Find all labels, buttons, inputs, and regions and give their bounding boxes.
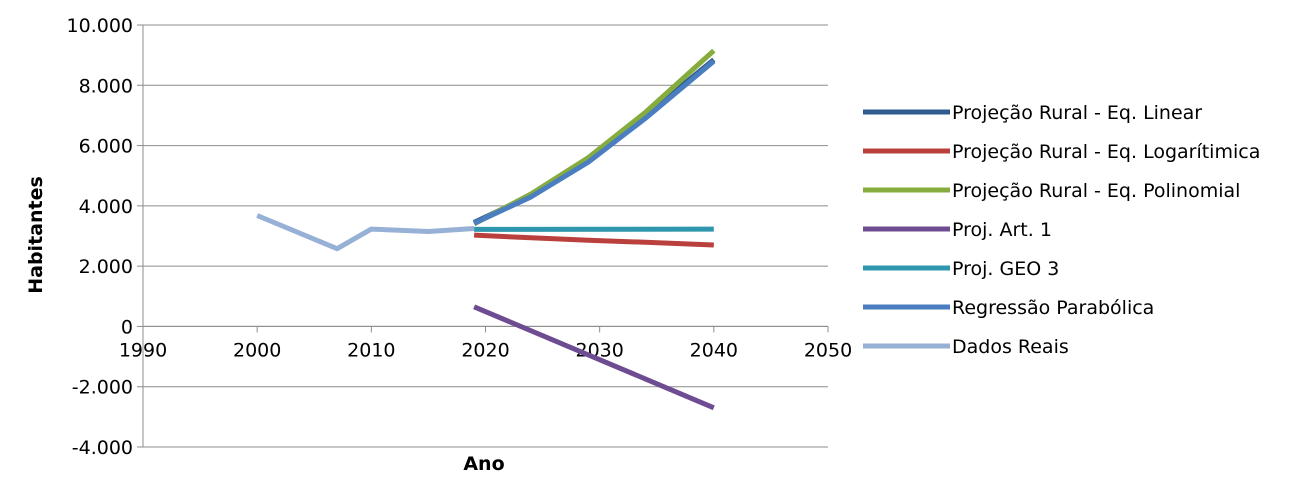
legend-item: Proj. Art. 1 xyxy=(863,219,1052,241)
series-line-7 xyxy=(256,213,475,252)
x-tick-label: 2050 xyxy=(804,339,852,361)
y-tick-labels: -4.000 -2.000 0 2.000 4.000 6.000 8.000 10.000 xyxy=(67,15,133,459)
series-line-4 xyxy=(473,304,715,411)
legend-item: Projeção Rural - Eq. Polinomial xyxy=(863,180,1240,202)
legend-label: Proj. GEO 3 xyxy=(952,258,1059,280)
legend-label: Regressão Parabólica xyxy=(952,297,1154,319)
series-line-2 xyxy=(473,232,714,248)
y-tick-label: 6.000 xyxy=(79,136,133,158)
legend-label: Dados Reais xyxy=(952,336,1069,358)
legend-item: Projeção Rural - Eq. Logarítimica xyxy=(863,141,1260,163)
y-tick-label: 10.000 xyxy=(67,15,133,37)
y-tick-label: -4.000 xyxy=(72,437,133,459)
axes xyxy=(137,24,829,448)
legend-item: Regressão Parabólica xyxy=(863,297,1154,319)
x-tick-label: 2020 xyxy=(461,339,509,361)
legend-label: Projeção Rural - Eq. Linear xyxy=(952,102,1202,124)
y-axis-title: Habitantes xyxy=(25,176,47,294)
series-lines xyxy=(256,48,716,411)
x-tick-label: 2040 xyxy=(690,339,738,361)
y-tick-label: 4.000 xyxy=(79,196,133,218)
y-tick-label: -2.000 xyxy=(72,377,133,399)
x-axis-title: Ano xyxy=(463,453,504,475)
legend-item: Proj. GEO 3 xyxy=(863,258,1059,280)
y-tick-label: 8.000 xyxy=(79,75,133,97)
legend-item: Projeção Rural - Eq. Linear xyxy=(863,102,1202,124)
legend-label: Projeção Rural - Eq. Polinomial xyxy=(952,180,1240,202)
legend-item: Dados Reais xyxy=(863,336,1069,358)
y-tick-label: 0 xyxy=(121,316,133,338)
legend: Projeção Rural - Eq. Linear Projeção Rura… xyxy=(863,102,1260,358)
y-tick-label: 2.000 xyxy=(79,256,133,278)
x-tick-label: 2000 xyxy=(233,339,281,361)
x-tick-label: 2010 xyxy=(347,339,395,361)
legend-label: Proj. Art. 1 xyxy=(952,219,1052,241)
series-line-6 xyxy=(473,59,716,226)
legend-label: Projeção Rural - Eq. Logarítimica xyxy=(952,141,1260,163)
series-line-3 xyxy=(472,48,716,227)
x-tick-labels: 1990 2000 2010 2020 2030 2040 2050 xyxy=(119,339,852,361)
x-tick-label: 1990 xyxy=(119,339,167,361)
